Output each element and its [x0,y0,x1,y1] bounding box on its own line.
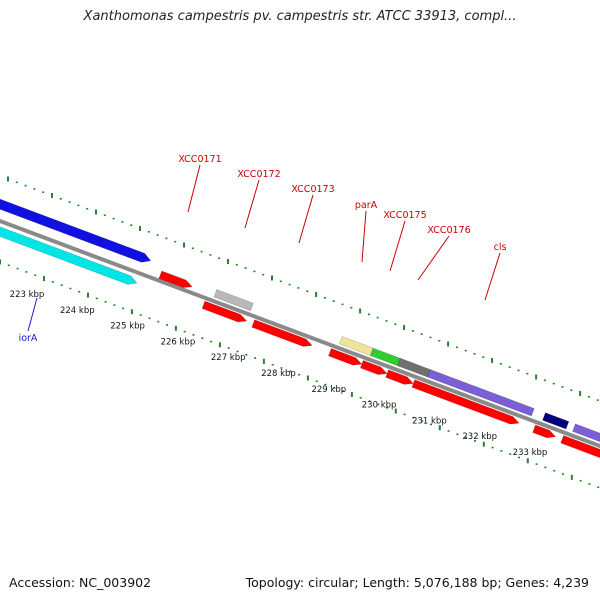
genome-backbone [0,218,600,449]
gene-iora [0,226,138,285]
leader-xcc0172 [244,179,260,229]
tick-label: 232 kbp [462,432,497,442]
gene-gene-18 [560,435,600,459]
gene-cls [427,369,535,417]
leader-para [361,210,367,263]
tick-label: 227 kbp [211,353,246,363]
label-para: parA [355,200,378,211]
gene-gene-5 [201,300,248,323]
leader-iora [27,297,38,332]
backbone-line [0,218,600,449]
label-xcc0173: XCC0173 [291,184,334,195]
gene-gene-12 [360,360,388,375]
map-title: Xanthomonas campestris pv. campestris st… [83,9,517,24]
gene-gene-16 [572,423,600,443]
leader-xcc0171 [187,164,201,213]
tick-label: 229 kbp [311,385,346,395]
tick-label: 223 kbp [10,290,45,300]
tick-label: 226 kbp [161,337,196,347]
label-cls: cls [494,242,507,253]
gene-gene-11 [328,348,363,366]
tick-label: 233 kbp [513,448,548,458]
gene-gene-13 [385,369,414,385]
topology-text: Topology: circular; Length: 5,076,188 bp… [245,575,589,590]
label-leaders [27,164,501,332]
leader-xcc0175 [389,220,406,272]
tick-label: 230 kbp [362,401,397,411]
ruler-ticks [0,176,600,489]
gene-features [0,198,600,459]
kbp-tick-labels: 223 kbp 224 kbp 225 kbp 226 kbp 227 kbp 228 k… [10,290,548,458]
gene-gene-15 [542,412,570,430]
leader-xcc0176 [417,235,450,281]
label-xcc0175: XCC0175 [383,210,426,221]
tick-label: 231 kbp [412,416,447,426]
outer-ruler [7,176,599,401]
label-xcc0172: XCC0172 [237,169,280,180]
label-xcc0176: XCC0176 [427,225,470,236]
label-iora: iorA [19,333,38,344]
tick-label: 225 kbp [110,322,145,332]
tick-label: 228 kbp [261,369,296,379]
tick-label: 224 kbp [60,306,95,316]
gene-xcc0172 [213,289,254,312]
gene-iora [0,198,152,263]
gene-gene-17 [532,424,557,439]
gene-xcc0171 [158,270,193,288]
inner-ruler [0,259,600,489]
gene-gene-14 [411,379,520,425]
leader-xcc0173 [298,194,314,244]
leader-cls [484,252,501,301]
accession-text: Accession: NC_003902 [9,575,152,590]
label-xcc0171: XCC0171 [178,154,221,165]
gene-xcc0173 [251,319,313,347]
